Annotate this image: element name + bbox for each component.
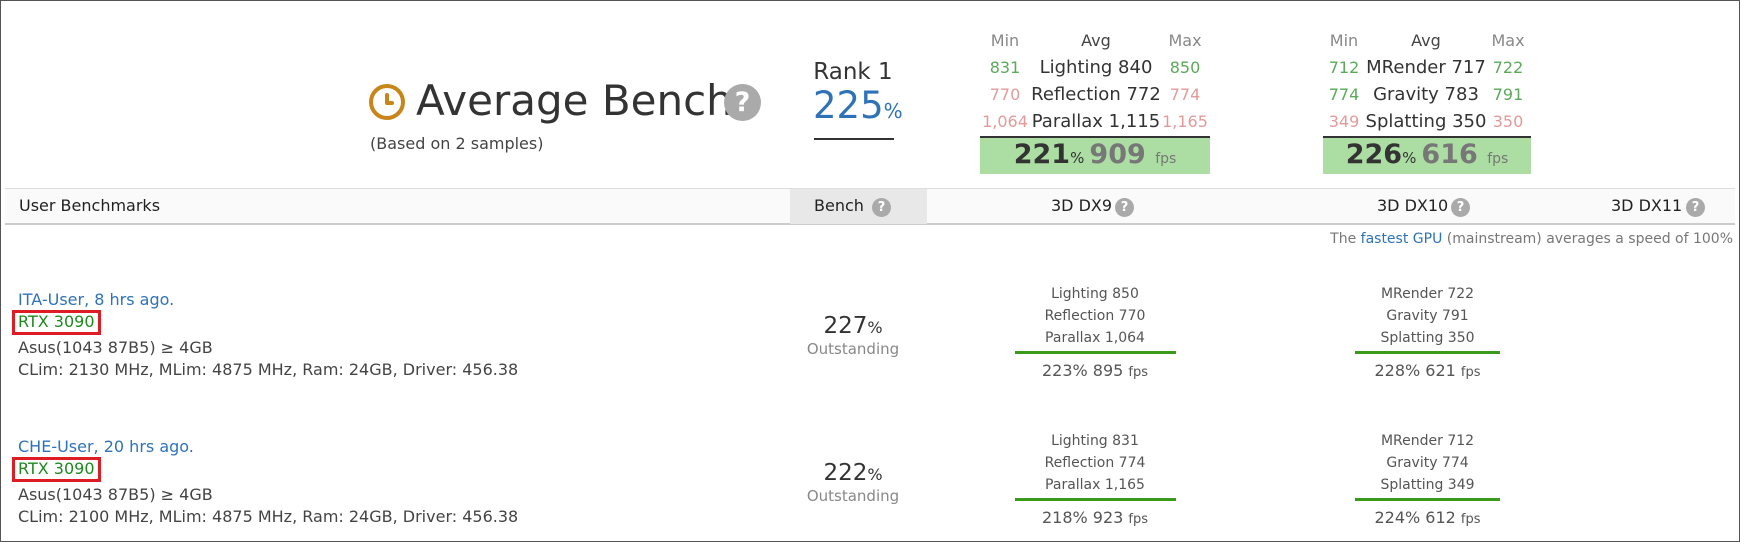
rank-value: 225% xyxy=(813,84,903,127)
bench-score: 222% xyxy=(823,460,883,486)
user-benchmarks-header: User Benchmarks xyxy=(19,196,161,215)
dx10-score-bar xyxy=(1355,351,1500,354)
dx10-max-value: 350 xyxy=(1492,112,1524,131)
rank-underline xyxy=(814,138,894,140)
gpu-name-link[interactable]: RTX 3090 xyxy=(18,312,95,331)
sample-count: (Based on 2 samples) xyxy=(370,134,544,153)
dx10-min-header: Min xyxy=(1329,31,1359,50)
help-icon[interactable]: ? xyxy=(724,84,761,121)
dx10-sub-value: Gravity 774 xyxy=(1386,455,1469,471)
bench-grade: Outstanding xyxy=(806,487,900,505)
dx9-max-header: Max xyxy=(1168,31,1202,50)
dx9-avg-value: Parallax 1,115 xyxy=(1031,111,1161,132)
gpu-highlight-box xyxy=(12,310,101,335)
board-info: Asus(1043 87B5) ≥ 4GB xyxy=(18,338,213,357)
dx10-avg-value: MRender 717 xyxy=(1366,57,1486,78)
dx10-avg-value: Splatting 350 xyxy=(1365,111,1487,132)
dx10-avg-value: Gravity 783 xyxy=(1373,84,1479,105)
dx9-min-value: 770 xyxy=(989,85,1021,104)
user-link[interactable]: ITA-User, 8 hrs ago. xyxy=(18,290,175,309)
dx9-help-icon[interactable]: ? xyxy=(1115,198,1134,217)
dx10-total: 224% 612 fps xyxy=(1374,508,1481,527)
dx10-sub-value: Gravity 791 xyxy=(1386,308,1469,324)
dx10-sub-value: MRender 722 xyxy=(1380,286,1475,302)
dx9-sub-value: Lighting 831 xyxy=(1051,433,1139,449)
dx9-total: 223% 895 fps xyxy=(1041,361,1149,380)
dx10-min-value: 774 xyxy=(1328,85,1360,104)
dx10-sub-value: Splatting 349 xyxy=(1380,477,1475,493)
dx9-score-bar xyxy=(1015,498,1176,501)
dx10-summary-box: 226% 616 fps xyxy=(1323,136,1531,174)
dx9-avg-header: Avg xyxy=(1081,31,1111,50)
table-header: User Benchmarks Bench ? 3D DX9 ? 3D DX10… xyxy=(5,188,1735,225)
dx10-help-icon[interactable]: ? xyxy=(1451,198,1470,217)
dx10-score-bar xyxy=(1355,498,1500,501)
clock-specs: CLim: 2100 MHz, MLim: 4875 MHz, Ram: 24G… xyxy=(18,507,519,526)
dx9-sub-value: Parallax 1,165 xyxy=(1045,477,1145,493)
dx9-max-value: 850 xyxy=(1169,58,1201,77)
clock-icon xyxy=(369,84,405,120)
dx9-summary-box: 221% 909 fps xyxy=(980,136,1210,174)
rank-label: Rank 1 xyxy=(813,59,893,85)
dx10-min-value: 712 xyxy=(1328,58,1360,77)
dx9-total: 218% 923 fps xyxy=(1041,508,1149,527)
board-info: Asus(1043 87B5) ≥ 4GB xyxy=(18,485,213,504)
dx10-max-value: 791 xyxy=(1492,85,1524,104)
dx9-sub-value: Reflection 770 xyxy=(1044,308,1146,324)
bench-help-icon[interactable]: ? xyxy=(872,198,891,217)
clock-specs: CLim: 2130 MHz, MLim: 4875 MHz, Ram: 24G… xyxy=(18,360,519,379)
gpu-highlight-box xyxy=(12,457,101,482)
dx10-sub-value: Splatting 350 xyxy=(1380,330,1475,346)
bench-header-bg xyxy=(790,189,927,224)
dx10-min-value: 349 xyxy=(1328,112,1360,131)
dx9-sub-value: Reflection 774 xyxy=(1044,455,1146,471)
gpu-name-link[interactable]: RTX 3090 xyxy=(18,459,95,478)
dx10-header[interactable]: 3D DX10 xyxy=(1377,196,1449,215)
dx9-sub-value: Parallax 1,064 xyxy=(1045,330,1145,346)
dx10-sub-value: MRender 712 xyxy=(1380,433,1475,449)
dx9-min-value: 831 xyxy=(989,58,1021,77)
dx9-max-value: 774 xyxy=(1169,85,1201,104)
dx10-total: 228% 621 fps xyxy=(1374,361,1481,380)
dx10-avg-header: Avg xyxy=(1411,31,1441,50)
dx11-header[interactable]: 3D DX11 xyxy=(1611,196,1683,215)
bench-header[interactable]: Bench xyxy=(814,196,864,215)
dx9-score-bar xyxy=(1015,351,1176,354)
page-title: Average Bench xyxy=(416,76,733,125)
fastest-gpu-link[interactable]: fastest GPU xyxy=(1360,231,1443,247)
dx11-help-icon[interactable]: ? xyxy=(1686,198,1705,217)
dx10-max-header: Max xyxy=(1491,31,1525,50)
bench-grade: Outstanding xyxy=(806,340,900,358)
dx9-min-value: 1,064 xyxy=(982,112,1028,131)
fastest-gpu-note: The fastest GPU (mainstream) averages a … xyxy=(1330,231,1733,247)
user-link[interactable]: CHE-User, 20 hrs ago. xyxy=(18,437,194,456)
dx9-max-value: 1,165 xyxy=(1162,112,1208,131)
bench-score: 227% xyxy=(823,313,883,339)
dx9-header[interactable]: 3D DX9 xyxy=(1051,196,1113,215)
dx9-sub-value: Lighting 850 xyxy=(1051,286,1139,302)
dx10-max-value: 722 xyxy=(1492,58,1524,77)
dx9-avg-value: Reflection 772 xyxy=(1031,84,1161,105)
dx9-min-header: Min xyxy=(990,31,1020,50)
dx9-avg-value: Lighting 840 xyxy=(1039,57,1153,78)
